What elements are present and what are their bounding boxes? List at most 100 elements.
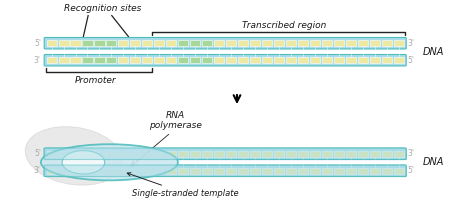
Bar — [118, 151, 128, 157]
Bar — [310, 151, 320, 157]
Bar — [358, 40, 368, 46]
Bar — [82, 57, 92, 63]
Bar — [358, 168, 368, 174]
Bar — [202, 40, 212, 46]
Bar — [142, 168, 153, 174]
Bar — [130, 151, 140, 157]
Bar — [71, 40, 81, 46]
Bar — [274, 40, 284, 46]
Bar — [71, 57, 81, 63]
Text: DNA: DNA — [423, 157, 444, 167]
Bar — [118, 168, 128, 174]
Bar — [106, 168, 117, 174]
Bar — [202, 151, 212, 157]
Bar — [358, 57, 368, 63]
Bar — [346, 40, 356, 46]
Bar — [298, 168, 308, 174]
Bar — [214, 168, 224, 174]
Bar — [250, 168, 260, 174]
FancyBboxPatch shape — [44, 148, 406, 159]
Text: Transcribed region: Transcribed region — [242, 21, 327, 30]
Text: Recognition sites: Recognition sites — [64, 4, 141, 13]
Bar — [322, 40, 332, 46]
Bar — [334, 168, 344, 174]
Bar — [82, 168, 92, 174]
Text: 3': 3' — [34, 166, 41, 175]
Bar — [310, 57, 320, 63]
Bar — [298, 40, 308, 46]
Bar — [142, 151, 153, 157]
Bar — [106, 151, 117, 157]
Bar — [202, 168, 212, 174]
Text: 5': 5' — [407, 166, 414, 175]
Bar — [58, 151, 69, 157]
Bar — [382, 40, 392, 46]
Bar — [262, 40, 272, 46]
Bar — [238, 57, 248, 63]
Bar — [190, 57, 201, 63]
Ellipse shape — [25, 127, 123, 185]
Bar — [310, 168, 320, 174]
Text: 5': 5' — [34, 39, 41, 48]
Text: 5': 5' — [407, 56, 414, 65]
Bar — [106, 40, 117, 46]
Text: Promoter: Promoter — [74, 76, 116, 85]
Bar — [94, 57, 104, 63]
Bar — [322, 151, 332, 157]
Bar — [178, 168, 188, 174]
Bar — [262, 151, 272, 157]
Bar — [274, 57, 284, 63]
Bar — [394, 57, 404, 63]
Bar — [46, 57, 56, 63]
Bar — [346, 168, 356, 174]
FancyBboxPatch shape — [44, 165, 406, 177]
Bar — [106, 57, 117, 63]
Bar — [334, 40, 344, 46]
Bar — [250, 40, 260, 46]
Bar — [46, 168, 56, 174]
Bar — [394, 151, 404, 157]
Bar — [370, 57, 380, 63]
Bar — [358, 151, 368, 157]
Text: 5': 5' — [34, 149, 41, 158]
Bar — [178, 57, 188, 63]
Bar — [226, 151, 236, 157]
Bar — [130, 168, 140, 174]
Bar — [370, 40, 380, 46]
Bar — [262, 168, 272, 174]
Bar — [370, 151, 380, 157]
Bar — [334, 57, 344, 63]
FancyBboxPatch shape — [44, 148, 406, 159]
Text: 3': 3' — [407, 149, 414, 158]
Bar — [286, 40, 296, 46]
Bar — [190, 151, 201, 157]
Bar — [226, 168, 236, 174]
Bar — [214, 151, 224, 157]
Text: 3': 3' — [34, 56, 41, 65]
Bar — [214, 57, 224, 63]
Bar — [190, 40, 201, 46]
Bar — [226, 57, 236, 63]
Bar — [286, 151, 296, 157]
Bar — [226, 40, 236, 46]
Bar — [142, 40, 153, 46]
Bar — [142, 57, 153, 63]
Bar — [238, 40, 248, 46]
Bar — [394, 40, 404, 46]
Bar — [370, 168, 380, 174]
Bar — [94, 40, 104, 46]
Bar — [286, 57, 296, 63]
Bar — [334, 151, 344, 157]
Bar — [382, 57, 392, 63]
Bar — [286, 168, 296, 174]
Text: RNA
polymerase: RNA polymerase — [149, 111, 202, 130]
Bar — [190, 168, 201, 174]
Bar — [155, 168, 164, 174]
Bar — [382, 151, 392, 157]
Bar — [178, 151, 188, 157]
Bar — [155, 40, 164, 46]
Bar — [166, 168, 176, 174]
Bar — [58, 40, 69, 46]
Bar — [58, 168, 69, 174]
Bar — [238, 168, 248, 174]
